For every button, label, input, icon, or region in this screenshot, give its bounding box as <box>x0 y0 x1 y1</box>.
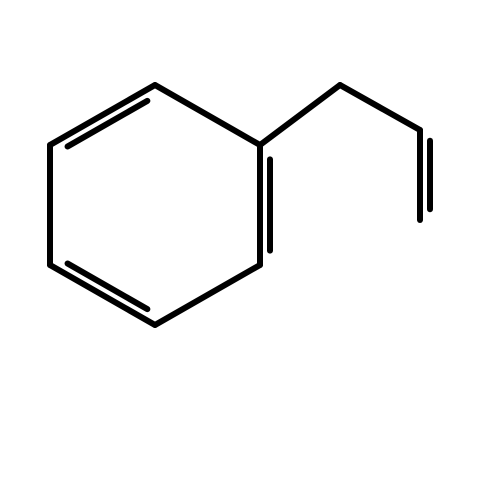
bond-line <box>68 264 148 310</box>
bond-line <box>155 265 260 325</box>
bond-line <box>155 85 260 145</box>
molecule-diagram <box>0 0 500 500</box>
bond-line <box>50 85 155 145</box>
bond-line <box>50 265 155 325</box>
bond-line <box>340 85 420 130</box>
bond-line <box>260 85 340 145</box>
bond-line <box>68 101 148 147</box>
